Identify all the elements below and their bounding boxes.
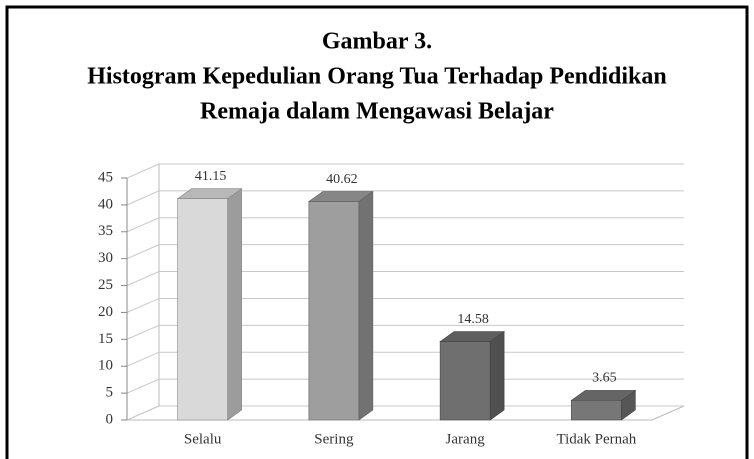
bar [439, 331, 506, 421]
bar [307, 190, 374, 421]
value-label: 14.58 [457, 312, 489, 327]
y-tick-label: 5 [106, 385, 114, 401]
bar-front [177, 198, 228, 421]
grid-line [126, 271, 684, 287]
y-tick-label: 25 [98, 277, 113, 293]
bar [570, 389, 637, 421]
grid-line [126, 244, 684, 260]
bar-front [439, 341, 491, 421]
y-tick-label: 45 [98, 169, 113, 185]
y-tick-label: 40 [98, 196, 113, 212]
grid-line [126, 324, 684, 340]
x-tick-label: Sering [314, 431, 354, 447]
grid-line [126, 405, 684, 421]
chart-title: Gambar 3. [322, 29, 432, 55]
grid-line [126, 163, 684, 179]
bar-side [227, 188, 242, 421]
bar-side [489, 331, 505, 421]
grid-line [126, 190, 684, 206]
y-tick-label: 10 [98, 358, 113, 374]
frame [5, 5, 749, 459]
grid-line [126, 378, 684, 394]
bar-side [358, 190, 374, 421]
bar-front [571, 400, 622, 421]
y-tick-label: 0 [106, 411, 114, 427]
y-tick-label: 35 [98, 223, 113, 239]
x-tick-label: Tidak Pernah [556, 431, 636, 447]
y-tick-label: 15 [98, 331, 113, 347]
grid-line [126, 351, 684, 367]
y-tick-label: 20 [98, 304, 113, 320]
chart-title: Remaja dalam Mengawasi Belajar [200, 99, 554, 125]
x-tick-label: Selalu [184, 431, 222, 447]
grid-line [126, 297, 684, 313]
y-tick-label: 30 [98, 250, 113, 266]
value-label: 41.15 [195, 169, 227, 184]
bar-front [308, 201, 360, 421]
value-label: 3.65 [592, 371, 617, 386]
grid-line [126, 217, 684, 233]
bar [176, 188, 243, 421]
chart-title: Histogram Kepedulian Orang Tua Terhadap … [87, 64, 667, 90]
value-label: 40.62 [326, 172, 358, 187]
x-tick-label: Jarang [446, 431, 486, 447]
